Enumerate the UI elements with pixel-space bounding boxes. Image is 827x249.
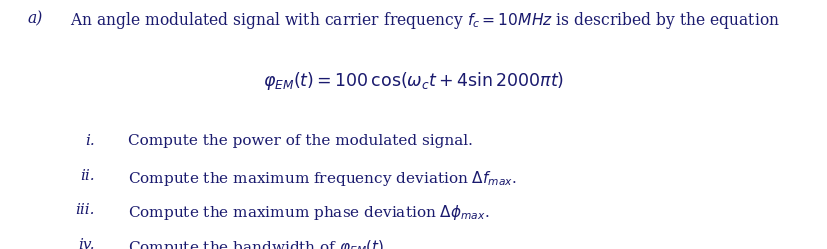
- Text: An angle modulated signal with carrier frequency $f_c = 10MHz$ is described by t: An angle modulated signal with carrier f…: [70, 10, 780, 31]
- Text: iii.: iii.: [75, 203, 95, 217]
- Text: a): a): [27, 10, 42, 27]
- Text: iv.: iv.: [79, 238, 95, 249]
- Text: Compute the maximum frequency deviation $\Delta f_{max}$.: Compute the maximum frequency deviation …: [128, 169, 517, 188]
- Text: Compute the maximum phase deviation $\Delta\phi_{max}$.: Compute the maximum phase deviation $\De…: [128, 203, 490, 222]
- Text: i.: i.: [85, 134, 95, 148]
- Text: ii.: ii.: [80, 169, 95, 183]
- Text: Compute the bandwidth of $\varphi_{EM}(t)$.: Compute the bandwidth of $\varphi_{EM}(t…: [128, 238, 390, 249]
- Text: Compute the power of the modulated signal.: Compute the power of the modulated signa…: [128, 134, 473, 148]
- Text: $\varphi_{EM}(t) = 100\,\cos(\omega_c t + 4\sin 2000\pi t)$: $\varphi_{EM}(t) = 100\,\cos(\omega_c t …: [263, 70, 564, 92]
